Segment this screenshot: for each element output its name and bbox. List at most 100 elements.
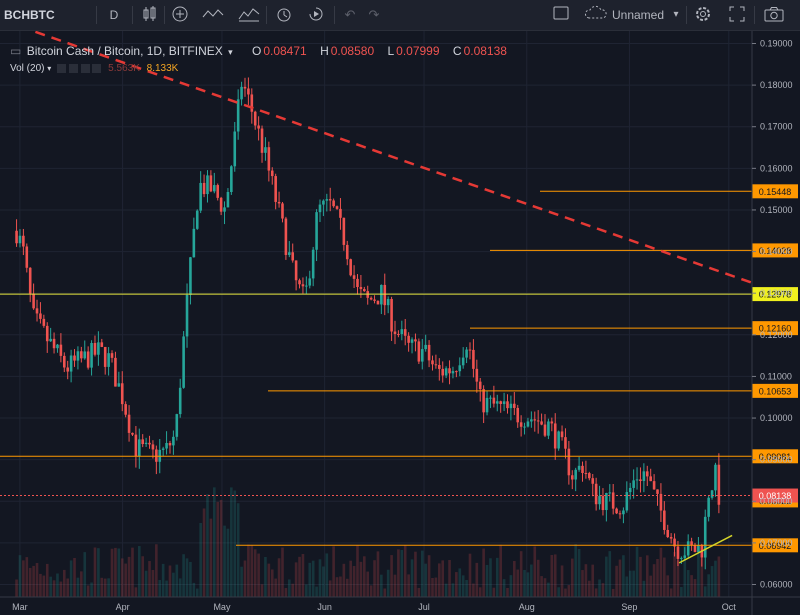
volume-bar: [656, 558, 659, 597]
candle-body: [172, 436, 175, 446]
volume-bar: [581, 570, 584, 597]
indicators-icon[interactable]: [202, 5, 224, 25]
volume-bar: [274, 578, 277, 597]
symbol-search[interactable]: BCHBTC: [4, 8, 55, 22]
volume-bar: [22, 560, 25, 597]
close-icon[interactable]: [92, 63, 102, 73]
candle-body: [59, 344, 63, 356]
alert-icon[interactable]: [274, 5, 294, 25]
volume-bar: [151, 569, 155, 597]
volume-bar: [172, 572, 175, 597]
chevron-down-icon[interactable]: ▾: [228, 47, 233, 57]
candle-body: [588, 473, 591, 479]
candle-body: [22, 235, 25, 247]
y-tick-label: 0.09000: [760, 455, 793, 465]
settings-icon[interactable]: [693, 5, 713, 25]
add-indicator-icon[interactable]: [171, 5, 189, 25]
volume-bar: [56, 573, 59, 597]
snapshot-icon[interactable]: [763, 5, 785, 25]
divider: [754, 6, 755, 24]
candle-body: [308, 278, 312, 286]
volume-bar: [615, 565, 618, 597]
volume-bar: [349, 560, 352, 597]
volume-bar: [86, 585, 90, 597]
replay-icon[interactable]: [306, 5, 326, 25]
volume-bar: [97, 548, 100, 597]
volume-bar: [134, 587, 138, 597]
volume-bar: [649, 575, 652, 597]
candle-body: [345, 244, 349, 260]
volume-bar: [230, 487, 233, 597]
candle-body: [294, 260, 298, 281]
candle-body: [277, 201, 281, 204]
volume-bar: [114, 547, 117, 597]
price-chart[interactable]: 0.15448 0.14028 0.12978 0.12160 0.10653 0.090…: [0, 31, 800, 615]
candles-icon[interactable]: [140, 5, 158, 25]
volume-bar: [564, 588, 567, 597]
volume-bar: [356, 545, 359, 597]
candle-body: [134, 434, 138, 457]
candle-body: [397, 333, 400, 335]
candle-body: [495, 401, 499, 404]
candle-body: [182, 336, 185, 388]
volume-bar: [686, 570, 690, 597]
settings-icon[interactable]: [68, 63, 78, 73]
price-level-tag: [752, 184, 798, 199]
volume-bar: [311, 560, 315, 597]
volume-bar: [185, 558, 189, 597]
candle-body: [608, 492, 612, 494]
volume-bar: [683, 545, 687, 597]
legend-collapse-icon[interactable]: ▭: [10, 44, 22, 58]
volume-bar: [206, 494, 209, 597]
volume-bar: [226, 528, 230, 597]
candle-body: [628, 487, 632, 493]
undo-icon[interactable]: ↶: [344, 7, 356, 22]
price-level-tag: [752, 449, 798, 464]
candle-body: [230, 166, 233, 192]
templates-icon[interactable]: [238, 5, 260, 25]
interval-button[interactable]: D: [109, 8, 119, 22]
candle-body: [185, 294, 189, 337]
volume-bar: [397, 549, 400, 597]
candle-body: [363, 289, 366, 292]
more-icon[interactable]: [80, 63, 90, 73]
fullscreen-icon[interactable]: [727, 5, 747, 25]
volume-bar: [516, 569, 520, 597]
volume-bar: [601, 583, 605, 597]
volume-bar: [66, 578, 70, 597]
volume-bar: [264, 556, 267, 597]
candle-body: [427, 344, 431, 361]
volume-bar: [639, 556, 642, 597]
candle-body: [165, 442, 168, 449]
chevron-down-icon[interactable]: ▾: [47, 64, 52, 73]
volume-bar: [390, 555, 393, 597]
candle-body: [56, 344, 59, 349]
volume-bar: [291, 583, 295, 597]
candle-body: [526, 421, 530, 427]
chevron-down-icon[interactable]: ▾: [673, 9, 679, 20]
candle-body: [127, 414, 131, 433]
redo-icon[interactable]: ↷: [368, 7, 380, 22]
candle-body: [103, 346, 107, 367]
candle-body: [536, 420, 540, 422]
volume-bar: [543, 578, 547, 597]
layout-icon[interactable]: [552, 5, 570, 25]
layout-name[interactable]: Unnamed: [611, 8, 665, 22]
candle-body: [335, 206, 339, 209]
volume-bar: [376, 551, 380, 597]
volume-bar: [253, 549, 257, 597]
eye-icon[interactable]: [57, 63, 67, 73]
volume-bar: [301, 554, 305, 597]
volume-bar: [25, 557, 29, 597]
volume-bar: [431, 577, 434, 597]
last-price-tag: [752, 488, 798, 503]
volume-bar: [386, 569, 390, 597]
candle-body: [509, 403, 513, 409]
candle-body: [601, 496, 605, 511]
cloud-icon[interactable]: [584, 5, 608, 25]
price-level-label: 0.09081: [759, 452, 792, 462]
volume-bar: [645, 555, 649, 597]
volume-bar: [444, 583, 448, 597]
volume-bar: [281, 547, 284, 597]
volume-bar: [110, 548, 114, 597]
